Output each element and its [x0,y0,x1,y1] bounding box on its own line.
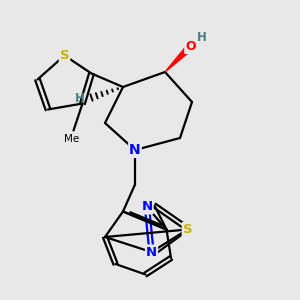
Text: N: N [141,200,153,214]
Text: N: N [146,245,157,259]
Text: O: O [185,40,196,53]
Text: S: S [60,49,69,62]
Text: Me: Me [64,134,80,144]
Text: N: N [129,143,141,157]
Text: S: S [183,223,192,236]
Text: H: H [197,31,206,44]
Polygon shape [165,46,191,72]
Text: H: H [75,92,85,106]
